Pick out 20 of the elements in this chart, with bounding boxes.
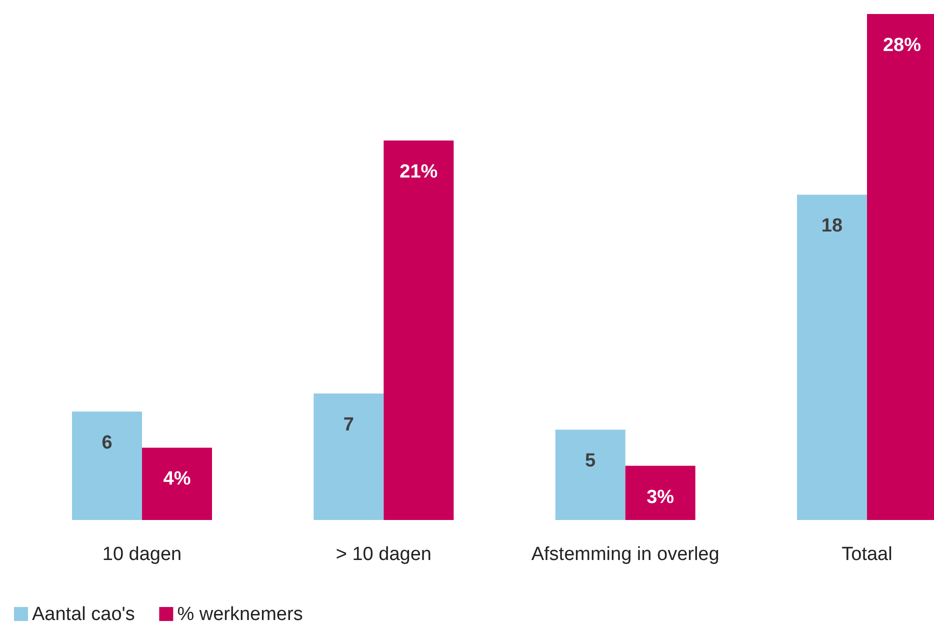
legend-label: Aantal cao's: [32, 604, 135, 625]
bar: [72, 412, 142, 520]
data-label: 28%: [882, 35, 922, 56]
data-label: 4%: [163, 468, 191, 490]
legend-label: % werknemers: [177, 604, 303, 625]
x-tick-label: > 10 dagen: [336, 544, 432, 565]
bar: [625, 466, 696, 520]
x-tick-label: Afstemming in overleg: [531, 544, 720, 565]
data-label: 18: [821, 216, 843, 237]
data-label: 6: [102, 432, 112, 454]
data-label: 3%: [646, 486, 674, 508]
bar: [142, 448, 212, 520]
data-label: 5: [585, 450, 596, 472]
bar: [314, 394, 384, 520]
data-label: 21%: [400, 162, 438, 182]
x-tick-label: Totaal: [842, 544, 892, 565]
bar: [384, 140, 454, 520]
bar: [555, 430, 626, 520]
data-label: 7: [343, 414, 354, 436]
x-tick-label: 10 dagen: [102, 544, 182, 565]
